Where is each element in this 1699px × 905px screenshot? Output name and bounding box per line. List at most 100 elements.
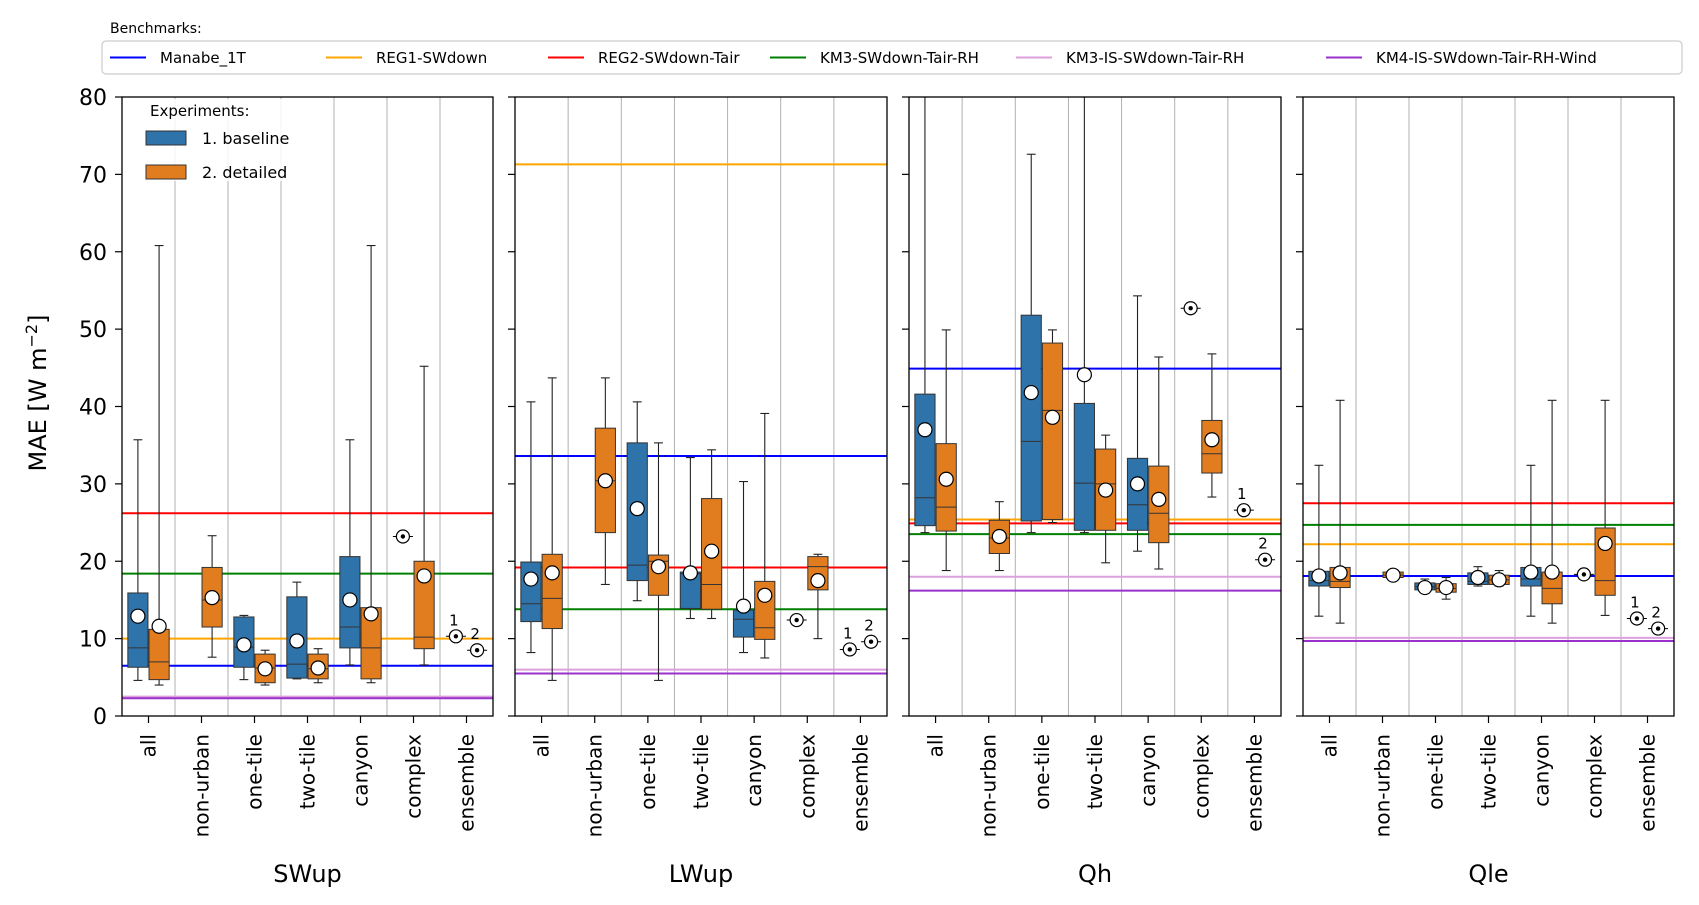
mean-marker-lwup-canyon-1 bbox=[735, 598, 752, 614]
experiments-legend-title: Experiments: bbox=[150, 102, 250, 120]
experiment-legend-label-2: 2. detailed bbox=[202, 163, 287, 182]
ensemble-label-qh-ensemble-2: 2 bbox=[1258, 535, 1268, 553]
x-tick-label-qle-complex: complex bbox=[1583, 734, 1607, 819]
x-tick-label-qh-one-tile: one-tile bbox=[1030, 734, 1054, 810]
mean-marker-lwup-non-urban-2 bbox=[597, 473, 613, 489]
x-tick-label-lwup-two-tile: two-tile bbox=[689, 734, 713, 809]
single-dot-qh-ensemble-1 bbox=[1241, 507, 1247, 513]
experiment-legend-swatch-1 bbox=[145, 130, 187, 146]
panel-plot-area-qle bbox=[1303, 97, 1674, 716]
mean-marker-qle-all-2 bbox=[1332, 565, 1348, 581]
box-qh-all-1 bbox=[914, 393, 936, 527]
mean-marker-swup-two-tile-1 bbox=[289, 633, 305, 649]
ensemble-label-swup-ensemble-1: 1 bbox=[449, 611, 459, 629]
mean-marker-lwup-one-tile-2 bbox=[650, 559, 667, 575]
box-qh-two-tile-1 bbox=[1073, 402, 1095, 531]
benchmarks-legend: Benchmarks: Manabe_1T REG1-SWdown REG2-SWd… bbox=[101, 21, 1683, 75]
y-tick-label-80: 80 bbox=[79, 86, 107, 111]
mean-marker-lwup-canyon-2 bbox=[757, 587, 773, 603]
x-tick-label-qle-one-tile: one-tile bbox=[1424, 734, 1448, 810]
ensemble-label-lwup-ensemble-1: 1 bbox=[843, 624, 853, 642]
x-tick-label-qh-complex: complex bbox=[1189, 734, 1213, 819]
mean-marker-qle-non-urban-2 bbox=[1385, 567, 1401, 583]
x-tick-label-swup-canyon: canyon bbox=[349, 734, 373, 807]
mean-marker-qh-one-tile-2 bbox=[1044, 409, 1061, 425]
y-tick-label-10: 10 bbox=[79, 628, 107, 653]
mean-marker-qh-canyon-1 bbox=[1129, 476, 1146, 492]
mean-marker-swup-canyon-1 bbox=[342, 592, 358, 608]
y-tick-label-20: 20 bbox=[79, 550, 107, 575]
mean-marker-qle-complex-2 bbox=[1597, 535, 1613, 552]
y-tick-label-50: 50 bbox=[79, 318, 107, 343]
mean-marker-swup-one-tile-2 bbox=[257, 661, 273, 677]
panel-swup: 12 all non-urban one-tile two-tile canyon comp… bbox=[115, 96, 494, 888]
panel-plot-area-qh bbox=[909, 97, 1281, 716]
mean-marker-qh-non-urban-2 bbox=[991, 528, 1007, 545]
mean-marker-qh-all-2 bbox=[938, 471, 954, 487]
ensemble-label-lwup-ensemble-2: 2 bbox=[864, 617, 874, 635]
x-tick-label-lwup-complex: complex bbox=[795, 734, 819, 819]
x-tick-label-swup-all: all bbox=[137, 734, 161, 757]
x-tick-label-lwup-one-tile: one-tile bbox=[636, 734, 660, 810]
x-tick-label-qh-canyon: canyon bbox=[1136, 734, 1160, 807]
experiment-legend-swatch-2 bbox=[145, 164, 187, 180]
y-axis-label-main: MAE [W m bbox=[24, 347, 52, 471]
single-dot-qh-complex-1 bbox=[1188, 306, 1193, 311]
single-dot-lwup-ensemble-2 bbox=[868, 639, 874, 644]
y-tick-label-70: 70 bbox=[79, 163, 107, 188]
mean-marker-lwup-all-2 bbox=[544, 565, 560, 581]
y-tick-label-30: 30 bbox=[79, 473, 107, 498]
box-qh-all-2 bbox=[935, 443, 957, 532]
y-axis-label: MAE [W m−2] bbox=[22, 315, 52, 472]
single-dot-qh-ensemble-2 bbox=[1262, 557, 1268, 562]
y-tick-label-40: 40 bbox=[79, 396, 107, 421]
panel-lwup: 1 2 all non-urban one-tile two-tile canyon comp… bbox=[508, 96, 888, 888]
mean-marker-qle-two-tile-2 bbox=[1491, 572, 1507, 588]
x-tick-label-swup-complex: complex bbox=[402, 734, 426, 819]
ensemble-label-qh-ensemble-1: 1 bbox=[1237, 485, 1247, 503]
mean-marker-lwup-complex-2 bbox=[810, 572, 826, 589]
x-tick-label-lwup-ensemble: ensemble bbox=[848, 734, 872, 832]
mean-marker-qh-one-tile-1 bbox=[1023, 384, 1039, 401]
panel-title-qh: Qh bbox=[1078, 860, 1112, 888]
x-tick-label-qle-non-urban: non-urban bbox=[1371, 734, 1395, 837]
mean-marker-lwup-two-tile-1 bbox=[682, 565, 698, 581]
ensemble-label-swup-ensemble-2: 2 bbox=[470, 625, 480, 643]
mean-marker-swup-all-1 bbox=[130, 608, 146, 624]
single-dot-lwup-ensemble-1 bbox=[847, 647, 852, 652]
panel-qle: 12 all non-urban one-tile two-tile canyon comp… bbox=[1296, 96, 1675, 888]
benchmark-legend-label-reg2-swdown-tair: REG2-SWdown-Tair bbox=[598, 49, 740, 67]
mean-marker-qle-all-1 bbox=[1311, 568, 1327, 584]
mean-marker-qle-two-tile-1 bbox=[1470, 569, 1486, 586]
single-dot-swup-ensemble-2 bbox=[474, 648, 480, 653]
panel-title-qle: Qle bbox=[1468, 860, 1508, 888]
x-tick-label-qh-two-tile: two-tile bbox=[1083, 734, 1107, 809]
x-tick-label-swup-two-tile: two-tile bbox=[296, 734, 320, 809]
panel-plot-area-lwup bbox=[515, 97, 887, 716]
panel-title-swup: SWup bbox=[273, 860, 342, 888]
x-tick-label-qle-ensemble: ensemble bbox=[1636, 734, 1660, 832]
box-qh-one-tile-2 bbox=[1041, 342, 1064, 520]
benchmarks-legend-title: Benchmarks: bbox=[110, 21, 202, 37]
mean-marker-swup-all-2 bbox=[151, 618, 167, 634]
benchmark-legend-label-manabe-1t: Manabe_1T bbox=[160, 49, 247, 68]
mean-marker-qh-complex-2 bbox=[1204, 432, 1220, 448]
box-swup-all-2 bbox=[148, 628, 170, 681]
x-tick-label-swup-non-urban: non-urban bbox=[190, 734, 214, 837]
x-tick-label-qle-canyon: canyon bbox=[1530, 734, 1554, 807]
experiments-legend: Experiments: 1. baseline 2. detailed bbox=[140, 99, 308, 182]
mean-marker-swup-canyon-2 bbox=[363, 606, 379, 622]
benchmark-legend-label-km3-swdown-tair-rh: KM3-SWdown-Tair-RH bbox=[820, 49, 979, 67]
experiment-legend-label-1: 1. baseline bbox=[202, 129, 289, 148]
single-dot-qle-ensemble-2 bbox=[1655, 626, 1661, 631]
y-axis-label-sup: −2 bbox=[22, 324, 41, 348]
mean-marker-lwup-all-1 bbox=[523, 571, 539, 587]
ensemble-label-qle-ensemble-2: 2 bbox=[1651, 604, 1661, 622]
x-tick-label-qh-ensemble: ensemble bbox=[1242, 734, 1266, 832]
panel-plot-area-swup bbox=[122, 97, 493, 716]
benchmark-legend-label-km3-is-swdown-tair-rh: KM3-IS-SWdown-Tair-RH bbox=[1066, 49, 1244, 67]
y-tick-label-0: 0 bbox=[93, 705, 107, 730]
single-dot-swup-ensemble-1 bbox=[453, 634, 459, 639]
x-tick-label-qh-all: all bbox=[924, 734, 948, 757]
mean-marker-qh-all-1 bbox=[917, 422, 933, 438]
